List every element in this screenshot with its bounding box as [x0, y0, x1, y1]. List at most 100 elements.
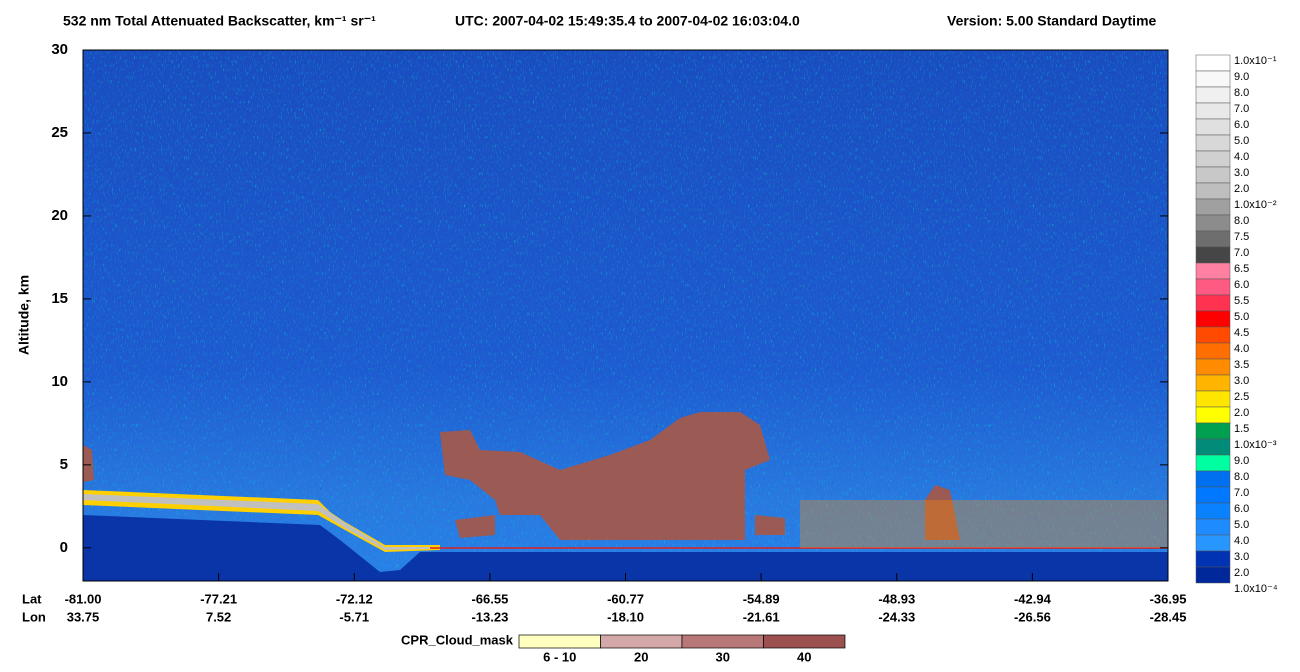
cloud-region — [83, 445, 94, 482]
x-tick-label: -5.71 — [339, 609, 369, 624]
colorbar-label: 9.0 — [1234, 71, 1249, 83]
y-tick-label: 20 — [51, 207, 68, 224]
colorbar-label: 3.5 — [1234, 359, 1249, 371]
cpr-legend-swatch — [763, 634, 846, 649]
colorbar-label: 7.0 — [1234, 487, 1249, 499]
x-tick-label: -72.12 — [336, 591, 373, 606]
y-tick-label: 25 — [51, 124, 68, 141]
colorbar-swatch — [1195, 550, 1231, 568]
colorbar-label: 1.0x10⁻¹ — [1234, 55, 1277, 67]
colorbar-label: 6.5 — [1234, 263, 1249, 275]
colorbar-label: 4.5 — [1234, 327, 1249, 339]
colorbar-label: 5.0 — [1234, 135, 1249, 147]
colorbar-label: 8.0 — [1234, 471, 1249, 483]
boundary-layer — [800, 500, 1168, 548]
colorbar-label: 7.5 — [1234, 231, 1249, 243]
cpr-legend-label: 40 — [797, 649, 811, 664]
x-tick-label: -26.56 — [1014, 609, 1051, 624]
colorbar-label: 5.0 — [1234, 519, 1249, 531]
colorbar-swatch — [1195, 230, 1231, 248]
colorbar-label: 4.0 — [1234, 151, 1249, 163]
x-tick-label: -42.94 — [1014, 591, 1052, 606]
colorbar-label: 2.0 — [1234, 407, 1249, 419]
colorbar-label: 8.0 — [1234, 215, 1249, 227]
colorbar-label: 6.0 — [1234, 279, 1249, 291]
colorbar-swatch — [1195, 198, 1231, 216]
colorbar-swatch — [1195, 486, 1231, 504]
colorbar-swatch — [1195, 182, 1231, 200]
backscatter-image — [83, 50, 1168, 581]
time-range: UTC: 2007-04-02 15:49:35.4 to 2007-04-02… — [455, 13, 800, 29]
colorbar-swatch — [1195, 358, 1231, 376]
colorbar-swatch — [1195, 262, 1231, 280]
colorbar-swatch — [1195, 134, 1231, 152]
colorbar-swatch — [1195, 566, 1231, 584]
colorbar-label: 2.0 — [1234, 183, 1249, 195]
colorbar-label: 5.5 — [1234, 295, 1249, 307]
colorbar-swatch — [1195, 374, 1231, 392]
colorbar-swatch — [1195, 422, 1231, 440]
colorbar-swatch — [1195, 454, 1231, 472]
colorbar-swatch — [1195, 518, 1231, 536]
x-tick-label: -81.00 — [65, 591, 102, 606]
cpr-legend-label: 6 - 10 — [543, 649, 576, 664]
colorbar-label: 3.0 — [1234, 551, 1249, 563]
x-tick-label: -21.61 — [743, 609, 780, 624]
colorbar-swatch — [1195, 102, 1231, 120]
y-tick-label: 5 — [60, 456, 68, 473]
version: Version: 5.00 Standard Daytime — [947, 13, 1157, 29]
y-tick-label: 10 — [51, 373, 68, 390]
cpr-legend-label: 30 — [716, 649, 730, 664]
colorbar-swatch — [1195, 294, 1231, 312]
colorbar-label: 2.5 — [1234, 391, 1249, 403]
x-tick-label: -48.93 — [878, 591, 915, 606]
y-axis-label: Altitude, km — [16, 275, 32, 355]
x-row-name: Lat — [22, 591, 42, 606]
x-tick-label: -60.77 — [607, 591, 644, 606]
x-tick-label: -13.23 — [471, 609, 508, 624]
x-tick-label: -28.45 — [1150, 609, 1187, 624]
colorbar-swatch — [1195, 118, 1231, 136]
colorbar-swatch — [1195, 390, 1231, 408]
cpr-legend-swatch — [681, 634, 764, 649]
colorbar-label: 4.0 — [1234, 535, 1249, 547]
colorbar-swatch — [1195, 86, 1231, 104]
cloud-region — [455, 515, 495, 538]
x-row-name: Lon — [22, 609, 46, 624]
colorbar-label: 3.0 — [1234, 167, 1249, 179]
colorbar-swatch — [1195, 342, 1231, 360]
colorbar-label: 1.0x10⁻² — [1234, 199, 1277, 211]
x-tick-label: -18.10 — [607, 609, 644, 624]
cloud-region — [755, 515, 785, 535]
x-tick-label: -24.33 — [878, 609, 915, 624]
colorbar-label: 4.0 — [1234, 343, 1249, 355]
colorbar-label: 7.0 — [1234, 247, 1249, 259]
colorbar-label: 5.0 — [1234, 311, 1249, 323]
y-tick-label: 0 — [60, 539, 68, 556]
colorbar-label: 6.0 — [1234, 503, 1249, 515]
cpr-legend-swatch — [600, 634, 683, 649]
colorbar-swatch — [1195, 246, 1231, 264]
y-tick-label: 15 — [51, 290, 68, 307]
colorbar-swatch — [1195, 438, 1231, 456]
colorbar-swatch — [1195, 214, 1231, 232]
colorbar-swatch — [1195, 278, 1231, 296]
colorbar-swatch — [1195, 326, 1231, 344]
colorbar-swatch — [1195, 70, 1231, 88]
cloud-region — [925, 485, 960, 540]
colorbar-swatch — [1195, 502, 1231, 520]
colorbar-label: 9.0 — [1234, 455, 1249, 467]
colorbar-swatch — [1195, 150, 1231, 168]
colorbar-label: 6.0 — [1234, 119, 1249, 131]
colorbar-label: 7.0 — [1234, 103, 1249, 115]
colorbar-swatch — [1195, 534, 1231, 552]
colorbar-label: 1.5 — [1234, 423, 1249, 435]
chart-title: 532 nm Total Attenuated Backscatter, km⁻… — [63, 13, 376, 29]
cpr-legend-label: 20 — [634, 649, 648, 664]
colorbar-swatch — [1195, 54, 1231, 72]
x-tick-label: -54.89 — [743, 591, 780, 606]
colorbar-swatch — [1195, 310, 1231, 328]
colorbar-swatch — [1195, 166, 1231, 184]
colorbar-swatch — [1195, 406, 1231, 424]
y-tick-label: 30 — [51, 41, 68, 58]
